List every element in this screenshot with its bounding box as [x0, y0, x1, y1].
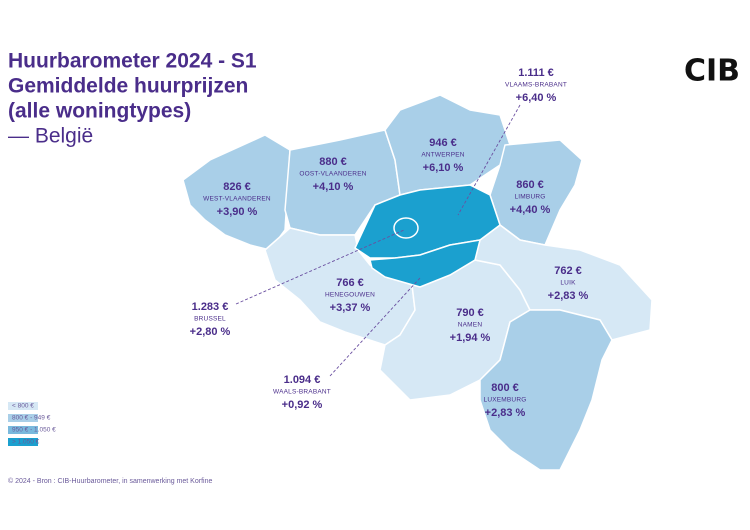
- province-name: LIMBURG: [514, 194, 545, 201]
- province-price: 946 €: [429, 137, 457, 149]
- province-price: 800 €: [491, 382, 519, 394]
- province-waals-brabant: [369, 239, 481, 288]
- legend-swatch: [8, 402, 38, 410]
- province-name: VLAAMS-BRABANT: [505, 82, 567, 89]
- legend-label: 800 € - 949 €: [12, 415, 51, 422]
- province-name: WAALS-BRABANT: [273, 389, 331, 396]
- title-line: Gemiddelde huurprijzen: [8, 75, 248, 98]
- legend-label: < 800 €: [12, 403, 34, 410]
- province-name: WEST-VLAANDEREN: [203, 196, 271, 203]
- province-price: 880 €: [319, 156, 347, 168]
- map: [182, 94, 653, 471]
- province-luik: [474, 224, 653, 341]
- legend-label: 950 € - 1.050 €: [12, 427, 56, 434]
- subtitle: — België: [8, 125, 93, 148]
- province-price: 860 €: [516, 179, 544, 191]
- province-change: +2,83 %: [485, 407, 526, 419]
- province-change: +1,94 %: [450, 332, 491, 344]
- province-brussel: [393, 217, 419, 239]
- province-change: +2,80 %: [190, 326, 231, 338]
- logo: CIB: [684, 54, 740, 89]
- legend-swatch: [8, 438, 38, 446]
- province-change: +4,40 %: [510, 204, 551, 216]
- leader-line: [457, 104, 521, 216]
- leader-line: [329, 277, 421, 377]
- province-name: ANTWERPEN: [421, 152, 464, 159]
- province-price: 826 €: [223, 181, 251, 193]
- legend-swatch: [8, 414, 38, 422]
- province-price: 1.111 €: [518, 67, 554, 79]
- province-change: +6,10 %: [423, 162, 464, 174]
- province-name: BRUSSEL: [194, 316, 226, 323]
- province-change: +4,10 %: [313, 181, 354, 193]
- title-line: (alle woningtypes): [8, 100, 191, 123]
- province-price: 1.283 €: [192, 301, 229, 313]
- legend-swatch: [8, 426, 38, 434]
- province-price: 766 €: [336, 277, 364, 289]
- legend-label: > 1.050 €: [12, 439, 40, 446]
- title-line: Huurbarometer 2024 - S1: [8, 50, 257, 73]
- province-change: +3,90 %: [217, 206, 258, 218]
- province-change: +2,83 %: [548, 290, 589, 302]
- province-name: LUIK: [560, 280, 576, 287]
- province-change: +6,40 %: [516, 92, 557, 104]
- province-price: 790 €: [456, 307, 484, 319]
- province-name: NAMEN: [458, 322, 483, 329]
- province-luxemburg: [479, 309, 613, 471]
- province-price: 1.094 €: [284, 374, 321, 386]
- province-price: 762 €: [554, 265, 582, 277]
- footer: © 2024 - Bron : CIB-Huurbarometer, in sa…: [8, 477, 212, 485]
- leader-line: [235, 229, 405, 305]
- province-name: HENEGOUWEN: [325, 292, 375, 299]
- province-change: +3,37 %: [330, 302, 371, 314]
- province-name: LUXEMBURG: [484, 397, 527, 404]
- province-change: +0,92 %: [282, 399, 323, 411]
- province-name: OOST-VLAANDEREN: [299, 171, 366, 178]
